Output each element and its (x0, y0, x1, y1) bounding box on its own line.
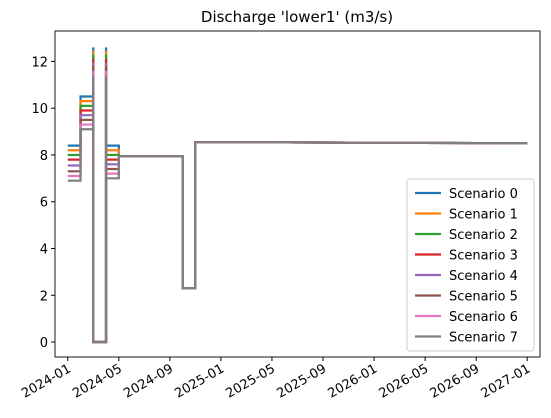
x-tick-label: 2024-01 (19, 361, 74, 401)
y-tick-label: 6 (40, 196, 48, 211)
y-tick-label: 0 (40, 336, 48, 351)
y-tick-label: 8 (40, 149, 48, 164)
x-tick-label: 2025-01 (172, 361, 227, 401)
legend-label: Scenario 1 (449, 208, 518, 223)
legend-label: Scenario 5 (449, 290, 518, 305)
legend-label: Scenario 6 (449, 310, 518, 325)
x-tick-label: 2025-09 (274, 361, 329, 401)
x-tick-label: 2026-01 (326, 361, 381, 401)
legend-label: Scenario 4 (449, 269, 518, 284)
x-tick-label: 2025-05 (223, 361, 278, 401)
legend-label: Scenario 7 (449, 331, 518, 346)
legend-label: Scenario 2 (449, 228, 518, 243)
x-tick-label: 2027-01 (479, 361, 534, 401)
legend-label: Scenario 3 (449, 249, 518, 264)
y-tick-label: 2 (40, 289, 48, 304)
x-tick-label: 2026-09 (428, 361, 483, 401)
x-tick-label: 2024-05 (70, 361, 125, 401)
y-tick-label: 10 (31, 102, 48, 117)
chart-title: Discharge 'lower1' (m3/s) (201, 8, 393, 26)
plot-frame (54, 30, 541, 358)
x-tick-label: 2026-05 (377, 361, 432, 401)
legend-label: Scenario 0 (449, 187, 518, 202)
legend: Scenario 0 Scenario 1 Scenario 2 Scenario 3… (406, 178, 535, 352)
x-tick-label: 2024-09 (121, 361, 176, 401)
series-line (67, 75, 528, 344)
y-tick-label: 12 (31, 55, 48, 70)
legend-box (406, 178, 535, 352)
y-tick-label: 4 (40, 242, 48, 257)
